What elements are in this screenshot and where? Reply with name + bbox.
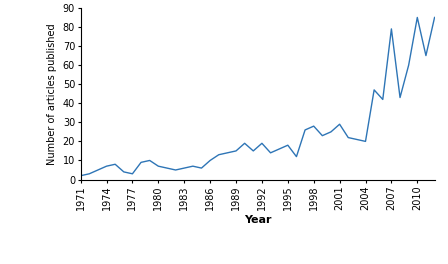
X-axis label: Year: Year [244, 215, 271, 225]
Y-axis label: Number of articles published: Number of articles published [47, 23, 57, 164]
